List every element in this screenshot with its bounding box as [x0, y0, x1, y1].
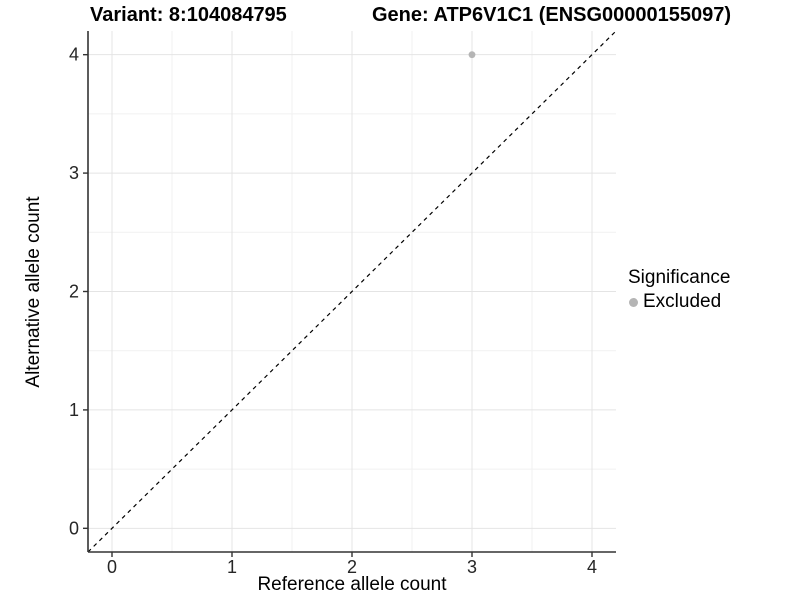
x-tick-label: 3	[467, 557, 477, 577]
x-tick-label: 2	[347, 557, 357, 577]
x-axis-label: Reference allele count	[257, 574, 447, 595]
plot-title-variant: Variant: 8:104084795	[90, 4, 287, 26]
legend-title: Significance	[628, 267, 731, 288]
legend-item-excluded: Excluded	[628, 291, 730, 313]
x-tick-label: 4	[587, 557, 597, 577]
legend-item-label: Excluded	[643, 291, 722, 312]
plot-title-gene: Gene: ATP6V1C1 (ENSG00000155097)	[372, 4, 732, 26]
data-point	[468, 51, 476, 59]
y-tick-label: 4	[69, 45, 79, 65]
legend: Significance Excluded	[628, 267, 730, 313]
excluded-circle-icon	[629, 297, 638, 307]
y-tick-label: 2	[69, 282, 79, 302]
y-tick-label: 0	[69, 518, 79, 538]
y-axis-label: Alternative allele count	[23, 196, 44, 388]
identity-dashed-line	[87, 30, 617, 553]
x-tick-label: 0	[107, 557, 117, 577]
y-tick-label: 1	[69, 400, 79, 420]
x-tick-label: 1	[227, 557, 237, 577]
y-tick-label: 3	[69, 163, 79, 183]
